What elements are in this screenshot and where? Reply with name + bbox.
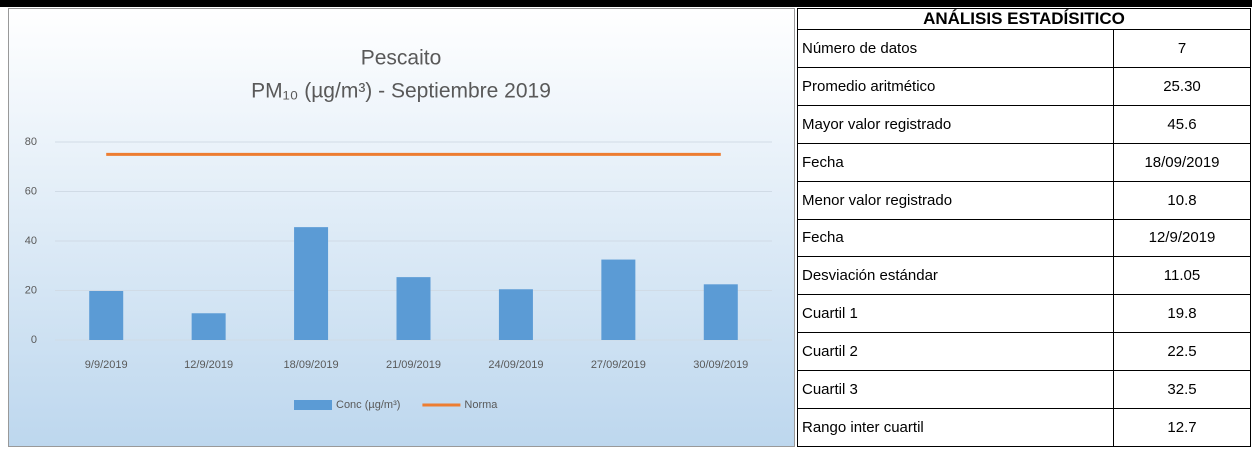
bar (89, 290, 124, 340)
table-row: Cuartil 3 32.5 (797, 370, 1251, 410)
stat-label: Mayor valor registrado (797, 104, 1114, 144)
x-tick-label: 30/09/2019 (693, 359, 748, 371)
top-bar (0, 0, 1252, 7)
table-row: Promedio aritmético 25.30 (797, 66, 1251, 106)
stat-label: Desviación estándar (797, 256, 1114, 296)
legend-swatch (294, 400, 332, 410)
table-row: Menor valor registrado 10.8 (797, 180, 1251, 220)
table-row: Desviación estándar 11.05 (797, 256, 1251, 296)
stat-label: Fecha (797, 142, 1114, 182)
stat-value: 18/09/2019 (1113, 142, 1251, 182)
legend-label: Conc (µg/m³) (336, 399, 400, 411)
table-row: Mayor valor registrado 45.6 (797, 104, 1251, 144)
x-tick-label: 24/09/2019 (488, 359, 543, 371)
legend-label: Norma (464, 399, 498, 411)
y-tick-label: 40 (25, 235, 37, 247)
table-row: Fecha 18/09/2019 (797, 142, 1251, 182)
stat-value: 7 (1113, 29, 1251, 68)
stat-label: Promedio aritmético (797, 66, 1114, 106)
chart-frame: Pescaito PM₁₀ (µg/m³) - Septiembre 2019 … (8, 8, 795, 447)
stat-label: Fecha (797, 218, 1114, 258)
stat-label: Menor valor registrado (797, 180, 1114, 220)
bar (191, 313, 226, 340)
bar (703, 284, 738, 340)
stat-value: 12.7 (1113, 408, 1251, 447)
table-row: Fecha 12/9/2019 (797, 218, 1251, 258)
y-tick-label: 0 (31, 334, 37, 346)
x-tick-label: 18/09/2019 (284, 359, 339, 371)
stat-value: 19.8 (1113, 294, 1251, 334)
stats-table: ANÁLISIS ESTADÍSITICO Número de datos 7 Pr… (797, 8, 1251, 447)
stat-label: Cuartil 1 (797, 294, 1114, 334)
chart-background (9, 9, 794, 446)
y-tick-label: 20 (25, 284, 37, 296)
y-tick-label: 80 (25, 136, 37, 148)
x-tick-label: 21/09/2019 (386, 359, 441, 371)
table-row: Rango inter cuartil 12.7 (797, 408, 1251, 447)
stat-value: 11.05 (1113, 256, 1251, 296)
stat-value: 12/9/2019 (1113, 218, 1251, 258)
table-row: Cuartil 1 19.8 (797, 294, 1251, 334)
x-tick-label: 9/9/2019 (85, 359, 128, 371)
stat-label: Cuartil 3 (797, 370, 1114, 410)
stat-value: 22.5 (1113, 332, 1251, 372)
x-tick-label: 12/9/2019 (184, 359, 233, 371)
x-tick-label: 27/09/2019 (591, 359, 646, 371)
stat-value: 25.30 (1113, 66, 1251, 106)
bar (498, 289, 533, 340)
table-header: ANÁLISIS ESTADÍSITICO (797, 8, 1251, 30)
stat-label: Rango inter cuartil (797, 408, 1114, 447)
stat-label: Número de datos (797, 29, 1114, 68)
bar (294, 227, 329, 340)
chart-subtitle: PM₁₀ (µg/m³) - Septiembre 2019 (251, 80, 551, 103)
bar (601, 259, 636, 340)
chart-title: Pescaito (361, 47, 442, 70)
stat-value: 10.8 (1113, 180, 1251, 220)
stat-label: Cuartil 2 (797, 332, 1114, 372)
table-row: Número de datos 7 (797, 29, 1251, 68)
bar (396, 277, 431, 340)
stat-value: 45.6 (1113, 104, 1251, 144)
chart: Pescaito PM₁₀ (µg/m³) - Septiembre 2019 … (9, 9, 794, 446)
table-row: Cuartil 2 22.5 (797, 332, 1251, 372)
stat-value: 32.5 (1113, 370, 1251, 410)
y-tick-label: 60 (25, 185, 37, 197)
